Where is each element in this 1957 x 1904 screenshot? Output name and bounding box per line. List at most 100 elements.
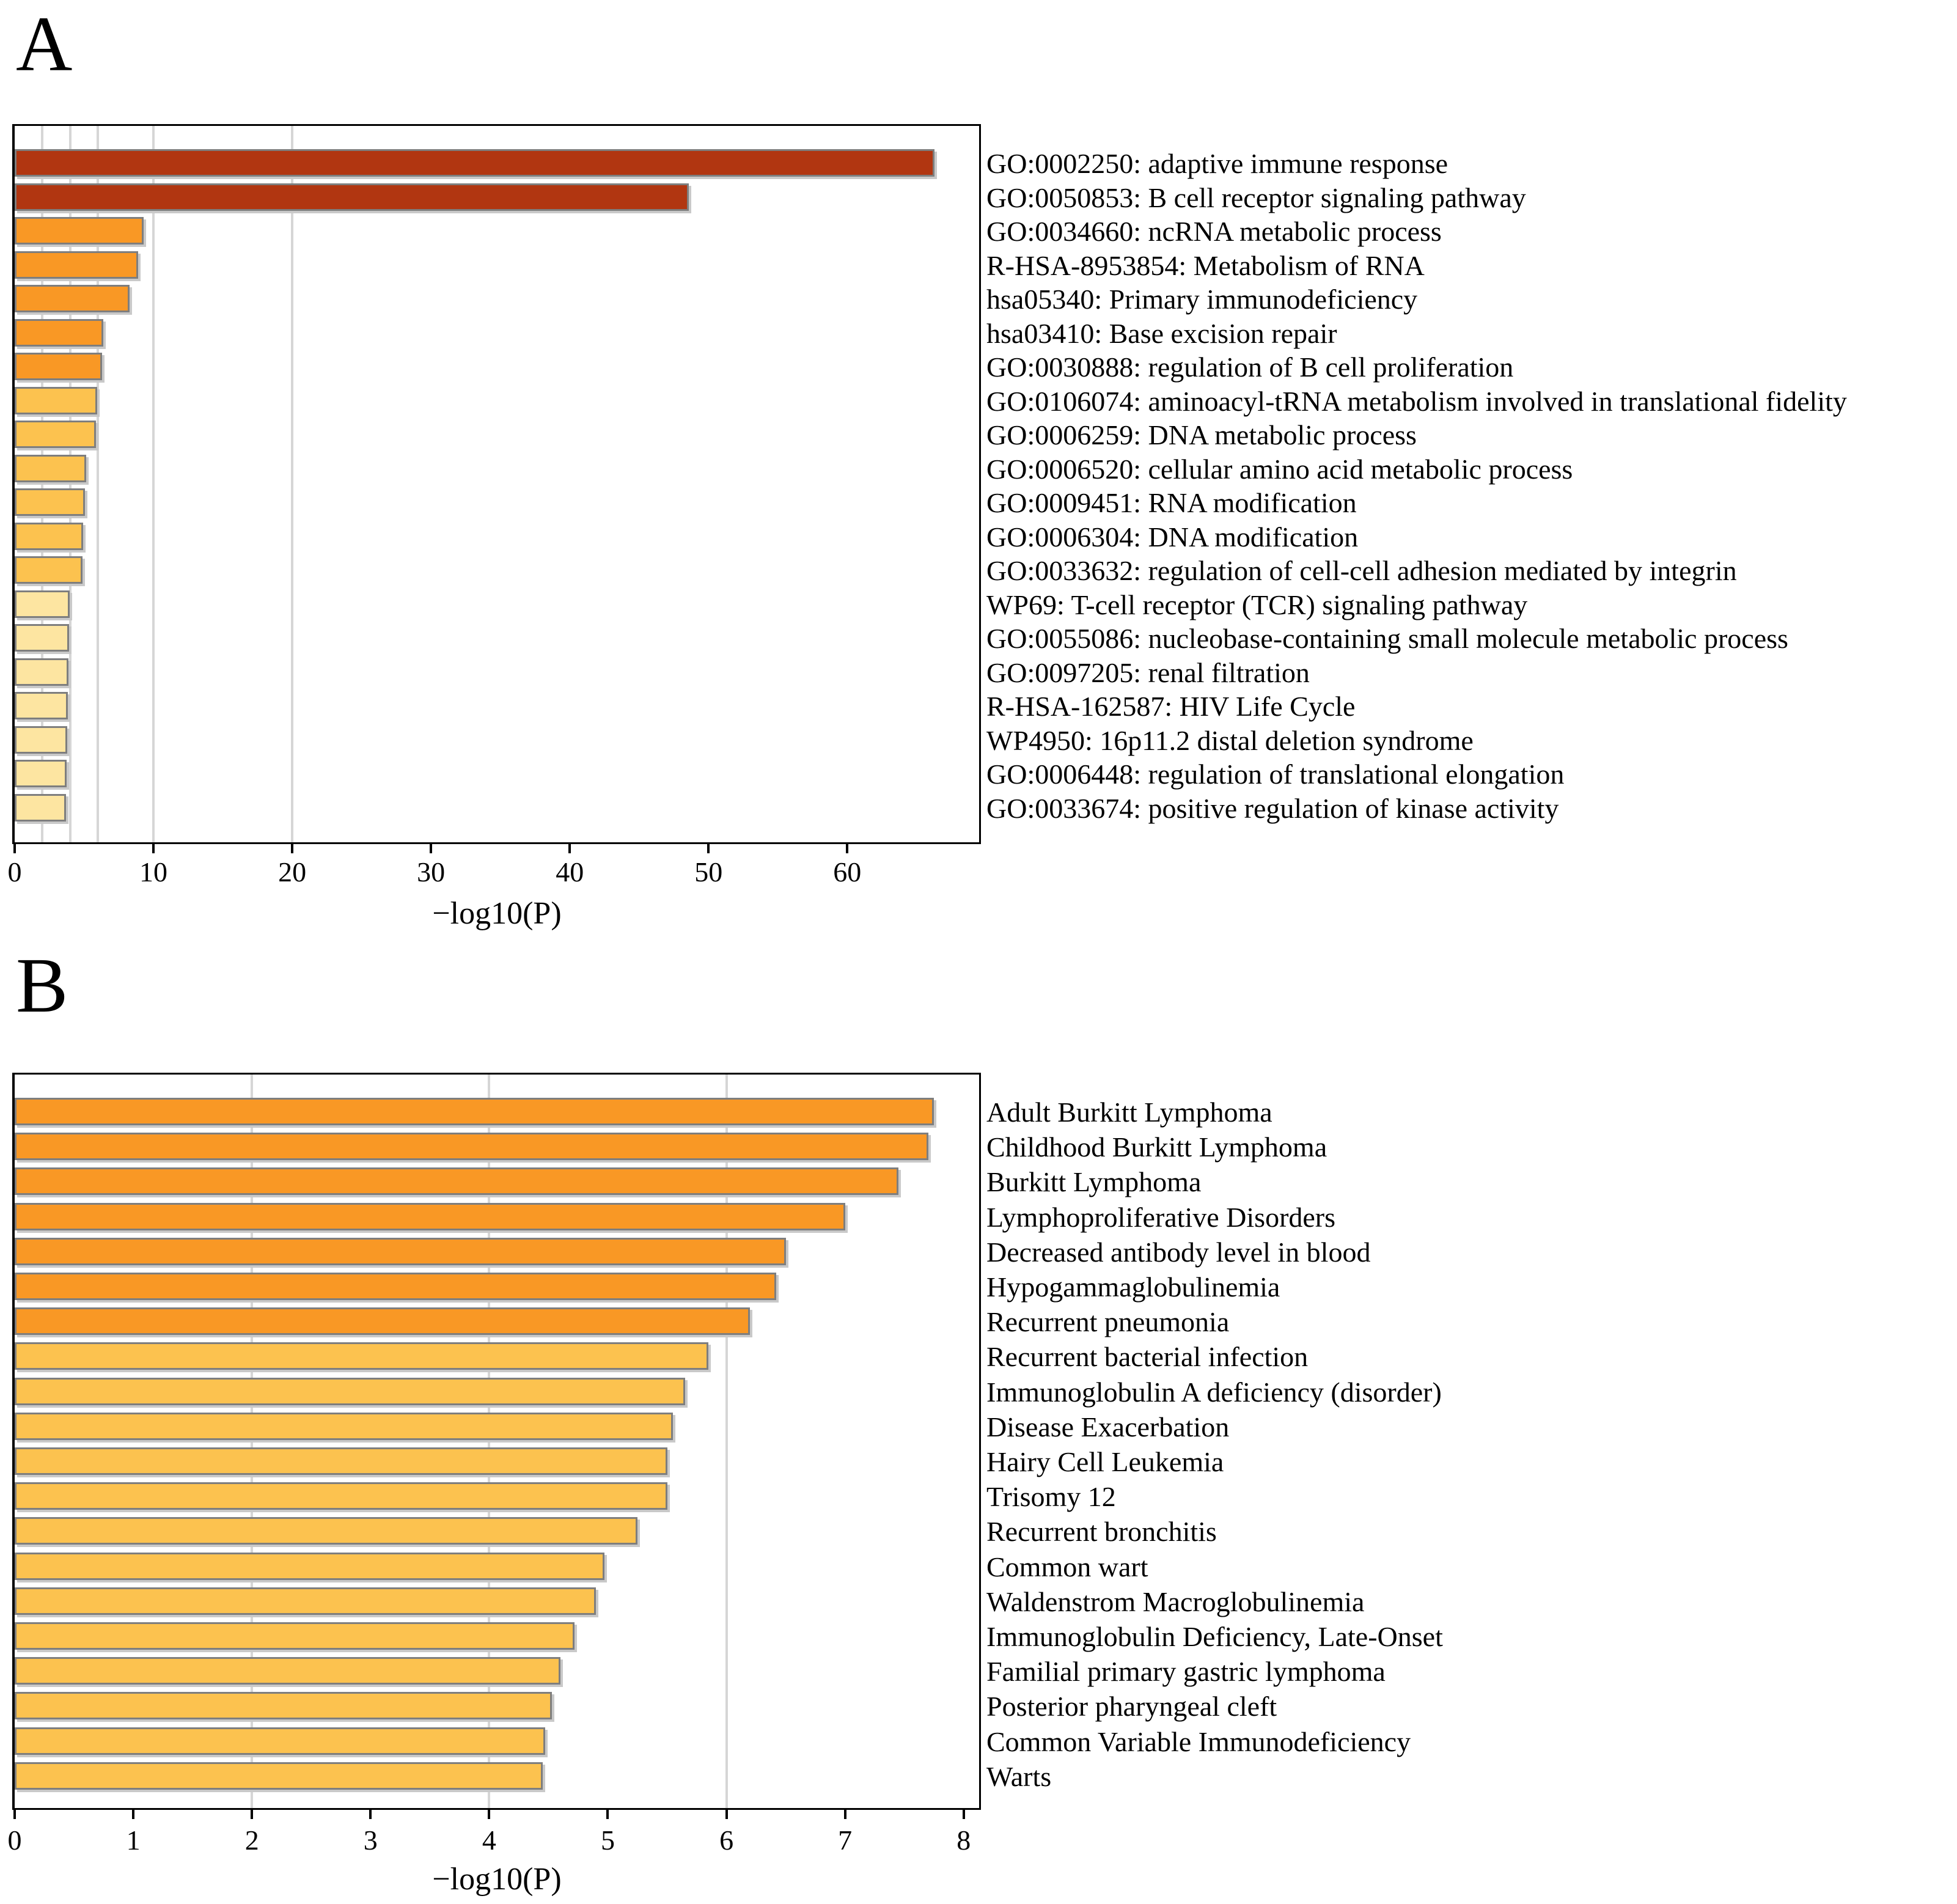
axis-tick-label: 8: [956, 1825, 971, 1856]
bar: [15, 1517, 637, 1545]
bar-label: Lymphoproliferative Disorders: [986, 1201, 1336, 1233]
axis-tick: [707, 843, 710, 853]
bar-label: Childhood Burkitt Lymphoma: [986, 1131, 1327, 1163]
panel-b-axis-title: −log10(P): [432, 1862, 562, 1897]
axis-tick: [13, 843, 16, 853]
bar-label: GO:0006259: DNA metabolic process: [986, 419, 1417, 450]
axis-tick: [488, 1809, 491, 1819]
bar: [15, 1587, 597, 1615]
axis-tick-label: 0: [7, 1825, 22, 1856]
axis-tick: [962, 1809, 965, 1819]
axis-tick-label: 3: [363, 1825, 378, 1856]
bar-label: Recurrent bronchitis: [986, 1516, 1217, 1548]
axis-tick-label: 30: [417, 856, 446, 888]
bar: [15, 1762, 543, 1790]
bar-label: R-HSA-8953854: Metabolism of RNA: [986, 249, 1425, 281]
bar-label: GO:0030888: regulation of B cell prolife…: [986, 351, 1514, 383]
bar-label: WP4950: 16p11.2 distal deletion syndrome: [986, 724, 1474, 756]
axis-tick-label: 7: [838, 1825, 853, 1856]
bar: [15, 353, 103, 380]
bar-label: Immunoglobulin A deficiency (disorder): [986, 1376, 1442, 1408]
bar: [15, 793, 67, 822]
axis-tick-label: 1: [126, 1825, 141, 1856]
bar-label: Hairy Cell Leukemia: [986, 1446, 1224, 1477]
bar-label: Common Variable Immunodeficiency: [986, 1726, 1411, 1757]
bar-label: Adult Burkitt Lymphoma: [986, 1097, 1272, 1128]
bar: [15, 318, 104, 347]
bar: [15, 1307, 751, 1336]
bar: [15, 624, 69, 652]
axis-tick-label: 10: [139, 856, 168, 888]
bar-label: GO:0050853: B cell receptor signaling pa…: [986, 182, 1526, 213]
bar: [15, 488, 85, 516]
bar-label: WP69: T-cell receptor (TCR) signaling pa…: [986, 589, 1528, 620]
bar-label: GO:0009451: RNA modification: [986, 487, 1357, 518]
bar-label: GO:0034660: ncRNA metabolic process: [986, 216, 1442, 247]
grid-line: [68, 126, 72, 842]
axis-tick: [13, 1809, 16, 1819]
bar-label: Disease Exacerbation: [986, 1411, 1230, 1443]
bar: [15, 522, 84, 550]
bar: [15, 1342, 709, 1370]
axis-tick: [369, 1809, 372, 1819]
bar: [15, 1482, 667, 1510]
grid-line: [152, 126, 155, 842]
bar-label: Decreased antibody level in blood: [986, 1236, 1371, 1268]
bar: [15, 149, 935, 177]
bar: [15, 183, 689, 211]
axis-tick-label: 0: [7, 856, 22, 888]
bar: [15, 590, 70, 618]
axis-tick: [568, 843, 571, 853]
bar-label: GO:0006520: cellular amino acid metaboli…: [986, 453, 1573, 485]
grid-line: [251, 1075, 254, 1808]
bar: [15, 285, 130, 312]
axis-tick: [152, 843, 155, 853]
bar-label: Recurrent pneumonia: [986, 1306, 1230, 1338]
bar-label: Burkitt Lymphoma: [986, 1166, 1202, 1198]
axis-tick: [430, 843, 433, 853]
bar: [15, 1202, 845, 1230]
bar: [15, 658, 69, 686]
bar-label: Common wart: [986, 1551, 1148, 1582]
bar-label: Hypogammaglobulinemia: [986, 1271, 1280, 1303]
bar-label: GO:0033674: positive regulation of kinas…: [986, 792, 1559, 824]
bar: [15, 454, 86, 482]
axis-tick: [843, 1809, 846, 1819]
bar-label: Warts: [986, 1760, 1052, 1792]
bar-label: GO:0106074: aminoacyl-tRNA metabolism in…: [986, 385, 1847, 417]
bar: [15, 1552, 604, 1580]
grid-line: [97, 126, 100, 842]
grid-line: [291, 126, 294, 842]
bar: [15, 251, 139, 279]
bar: [15, 1167, 898, 1196]
grid-line: [725, 1075, 728, 1808]
axis-tick-label: 60: [833, 856, 862, 888]
bar: [15, 692, 68, 719]
bar: [15, 1098, 934, 1125]
bar-label: Waldenstrom Macroglobulinemia: [986, 1586, 1365, 1617]
bar: [15, 386, 98, 414]
axis-tick: [606, 1809, 609, 1819]
axis-tick: [291, 843, 294, 853]
bar-label: R-HSA-162587: HIV Life Cycle: [986, 691, 1356, 722]
bar-label: Recurrent bacterial infection: [986, 1341, 1309, 1373]
grid-line: [41, 126, 44, 842]
bar-label: GO:0033632: regulation of cell-cell adhe…: [986, 555, 1737, 586]
bar: [15, 1377, 685, 1405]
axis-tick: [251, 1809, 254, 1819]
bar: [15, 1412, 674, 1440]
axis-tick-label: 5: [600, 1825, 615, 1856]
bar-label: Posterior pharyngeal cleft: [986, 1691, 1277, 1722]
bar: [15, 1727, 545, 1755]
bar-label: GO:0097205: renal filtration: [986, 656, 1310, 688]
panel-a-letter: A: [16, 1, 73, 87]
panel-a-plot-area: [12, 124, 981, 844]
bar: [15, 1447, 667, 1475]
bar-label: Immunoglobulin Deficiency, Late-Onset: [986, 1621, 1443, 1652]
bar-label: GO:0002250: adaptive immune response: [986, 148, 1448, 179]
bar-label: GO:0055086: nucleobase-containing small …: [986, 623, 1788, 654]
panel-a-axis-title: −log10(P): [432, 896, 562, 931]
bar: [15, 421, 96, 448]
bar-label: GO:0006304: DNA modification: [986, 521, 1359, 553]
panel-b-letter: B: [16, 942, 68, 1029]
